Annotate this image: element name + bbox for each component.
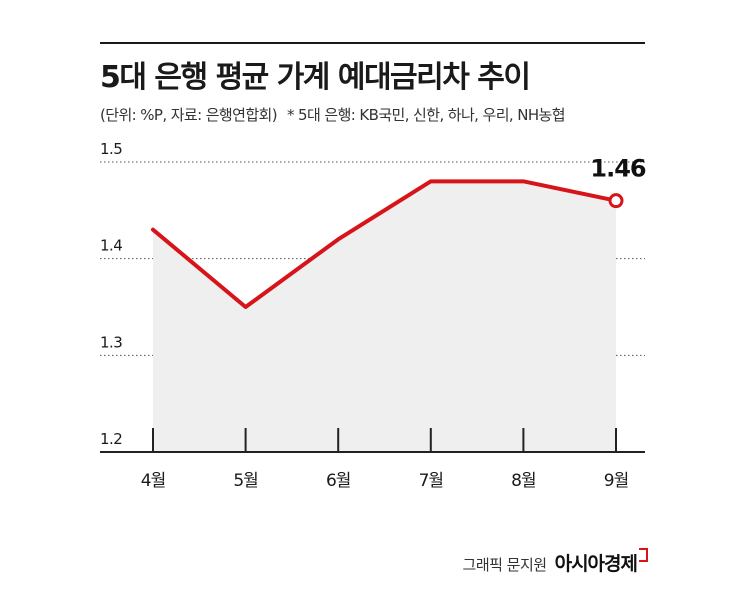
x-tick-label: 9월	[604, 471, 628, 491]
data-label-9: 1.46	[590, 155, 646, 183]
x-tick-label: 5월	[233, 471, 257, 491]
data-point-9	[608, 193, 624, 209]
x-tick-label: 4월	[141, 471, 165, 491]
subtitle-note: * 5대 은행: KB국민, 신한, 하나, 우리, NH농협	[286, 106, 566, 124]
subtitle-unit: (단위: %P, 자료: 은행연합회)	[100, 106, 278, 124]
series-line	[151, 179, 618, 309]
x-tick-label: 7월	[419, 471, 443, 491]
y-tick-label: 1.3	[100, 333, 122, 351]
brand-logo: 아시아경제	[554, 553, 638, 575]
credit: 그래픽 문지원 아시아경제	[462, 548, 648, 576]
x-tick-label: 8월	[511, 471, 535, 491]
credit-byline: 그래픽 문지원	[462, 556, 548, 574]
x-tick-label: 6월	[326, 471, 350, 491]
chart-subtitle: (단위: %P, 자료: 은행연합회) * 5대 은행: KB국민, 신한, 하나…	[100, 104, 566, 125]
y-tick-label: 1.4	[100, 237, 122, 255]
y-tick-label: 1.5	[100, 140, 122, 158]
top-rule	[100, 42, 645, 44]
chart-title: 5대 은행 평균 가계 예대금리차 추이	[100, 60, 531, 95]
y-tick-label: 1.2	[100, 430, 122, 448]
area-fill	[153, 181, 616, 453]
brand-mark-icon	[639, 548, 648, 562]
